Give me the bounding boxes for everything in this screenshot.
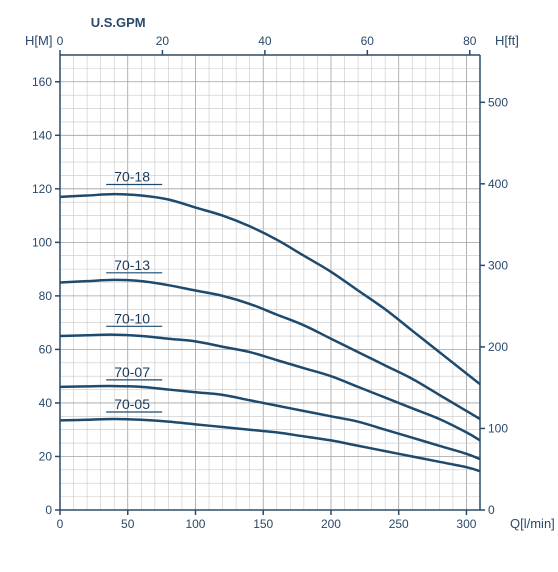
x-bottom-axis-label: Q[l/min] <box>510 516 555 531</box>
pump-curve-70-18 <box>60 194 480 384</box>
x-top-tick-label: 0 <box>57 34 64 48</box>
x-top-tick-label: 20 <box>156 34 170 48</box>
y-left-tick-label: 140 <box>32 128 52 142</box>
y-left-tick-label: 60 <box>39 342 53 356</box>
y-left-tick-label: 40 <box>39 396 53 410</box>
y-right-tick-label: 400 <box>488 177 508 191</box>
x-top-tick-label: 40 <box>258 34 272 48</box>
y-left-tick-label: 120 <box>32 182 52 196</box>
x-bottom-tick-label: 200 <box>321 517 341 531</box>
y-left-tick-label: 0 <box>45 503 52 517</box>
x-bottom-tick-label: 100 <box>185 517 205 531</box>
curve-label-70-05: 70-05 <box>114 396 150 412</box>
y-left-tick-label: 20 <box>39 449 53 463</box>
curve-label-70-18: 70-18 <box>114 168 150 184</box>
y-left-axis-label: H[M] <box>25 33 52 48</box>
pump-curve-70-10 <box>60 335 480 441</box>
y-left-tick-label: 160 <box>32 75 52 89</box>
y-right-tick-label: 100 <box>488 421 508 435</box>
x-top-tick-label: 80 <box>463 34 477 48</box>
y-right-tick-label: 0 <box>488 503 495 517</box>
x-bottom-tick-label: 50 <box>121 517 135 531</box>
curve-label-70-13: 70-13 <box>114 257 150 273</box>
x-top-tick-label: 60 <box>361 34 375 48</box>
x-top-axis-label: U.S.GPM <box>91 15 146 30</box>
y-left-tick-label: 100 <box>32 235 52 249</box>
y-right-tick-label: 200 <box>488 340 508 354</box>
y-right-tick-label: 500 <box>488 95 508 109</box>
y-left-tick-label: 80 <box>39 289 53 303</box>
x-bottom-tick-label: 300 <box>456 517 476 531</box>
y-right-axis-label: H[ft] <box>495 33 519 48</box>
x-bottom-tick-label: 150 <box>253 517 273 531</box>
x-bottom-tick-label: 250 <box>389 517 409 531</box>
curve-label-70-10: 70-10 <box>114 310 150 326</box>
pump-curve-chart: 050100150200250300Q[l/min]020406080U.S.G… <box>0 0 558 572</box>
curve-label-70-07: 70-07 <box>114 364 150 380</box>
pump-curve-70-05 <box>60 419 480 471</box>
x-bottom-tick-label: 0 <box>57 517 64 531</box>
y-right-tick-label: 300 <box>488 258 508 272</box>
chart-svg: 050100150200250300Q[l/min]020406080U.S.G… <box>0 0 558 572</box>
